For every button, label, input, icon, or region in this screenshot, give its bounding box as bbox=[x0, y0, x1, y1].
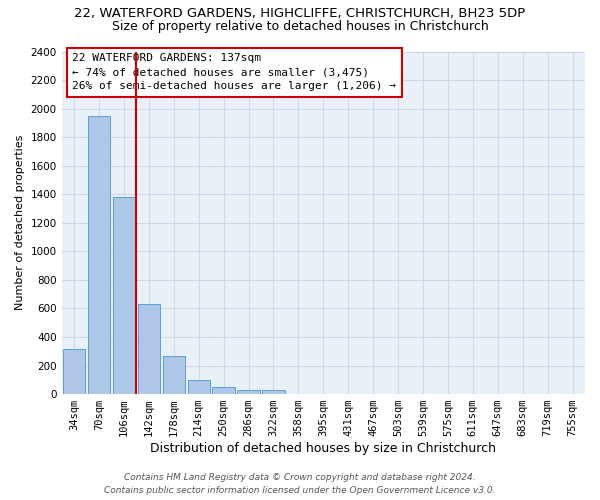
Text: Contains HM Land Registry data © Crown copyright and database right 2024.
Contai: Contains HM Land Registry data © Crown c… bbox=[104, 474, 496, 495]
Bar bbox=[212, 387, 235, 394]
Bar bbox=[188, 380, 210, 394]
Bar bbox=[113, 197, 135, 394]
Bar bbox=[88, 116, 110, 394]
Text: Size of property relative to detached houses in Christchurch: Size of property relative to detached ho… bbox=[112, 20, 488, 33]
Bar bbox=[63, 349, 85, 394]
X-axis label: Distribution of detached houses by size in Christchurch: Distribution of detached houses by size … bbox=[151, 442, 496, 455]
Bar bbox=[238, 390, 260, 394]
Bar bbox=[137, 304, 160, 394]
Text: 22 WATERFORD GARDENS: 137sqm
← 74% of detached houses are smaller (3,475)
26% of: 22 WATERFORD GARDENS: 137sqm ← 74% of de… bbox=[72, 53, 396, 91]
Text: 22, WATERFORD GARDENS, HIGHCLIFFE, CHRISTCHURCH, BH23 5DP: 22, WATERFORD GARDENS, HIGHCLIFFE, CHRIS… bbox=[74, 8, 526, 20]
Y-axis label: Number of detached properties: Number of detached properties bbox=[15, 135, 25, 310]
Bar bbox=[262, 390, 285, 394]
Bar bbox=[163, 356, 185, 394]
